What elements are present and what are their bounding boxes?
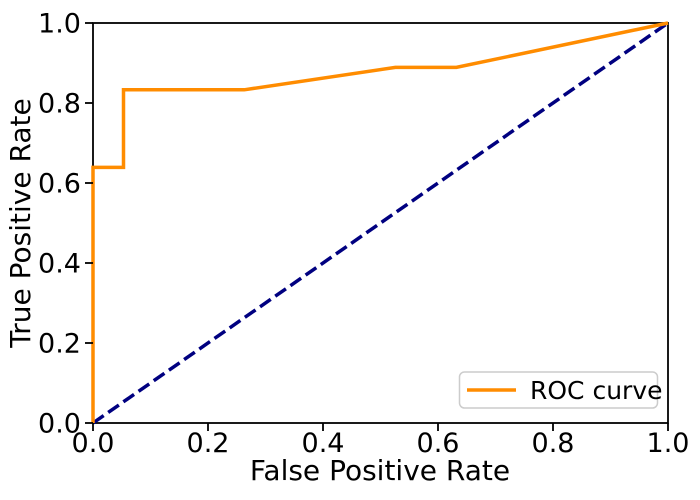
y-tick-label: 0.0 bbox=[38, 409, 81, 440]
x-tick-label: 0.6 bbox=[417, 428, 460, 459]
x-tick-label: 0.0 bbox=[72, 428, 115, 459]
y-axis-ticks: 0.0 0.2 0.4 0.6 0.8 1.0 bbox=[38, 9, 93, 440]
legend: ROC curve bbox=[458, 371, 663, 409]
x-tick-label: 1.0 bbox=[647, 428, 690, 459]
chance-diagonal-line bbox=[92, 21, 669, 425]
x-tick-label: 0.2 bbox=[187, 428, 230, 459]
legend-box bbox=[458, 371, 659, 409]
legend-label: ROC curve bbox=[530, 376, 663, 405]
x-axis-label: False Positive Rate bbox=[250, 454, 510, 487]
y-tick-label: 0.8 bbox=[38, 89, 81, 120]
y-tick-label: 0.6 bbox=[38, 169, 81, 200]
x-tick-label: 0.8 bbox=[532, 428, 575, 459]
y-tick-label: 0.4 bbox=[38, 249, 81, 280]
x-tick-label: 0.4 bbox=[302, 428, 345, 459]
roc-curve-line bbox=[91, 21, 669, 423]
plot-series bbox=[91, 21, 669, 425]
y-tick-label: 0.2 bbox=[38, 329, 81, 360]
x-axis-ticks: 0.0 0.2 0.4 0.6 0.8 1.0 bbox=[72, 423, 690, 459]
y-tick-label: 1.0 bbox=[38, 9, 81, 40]
y-axis-label: True Positive Rate bbox=[4, 98, 37, 348]
